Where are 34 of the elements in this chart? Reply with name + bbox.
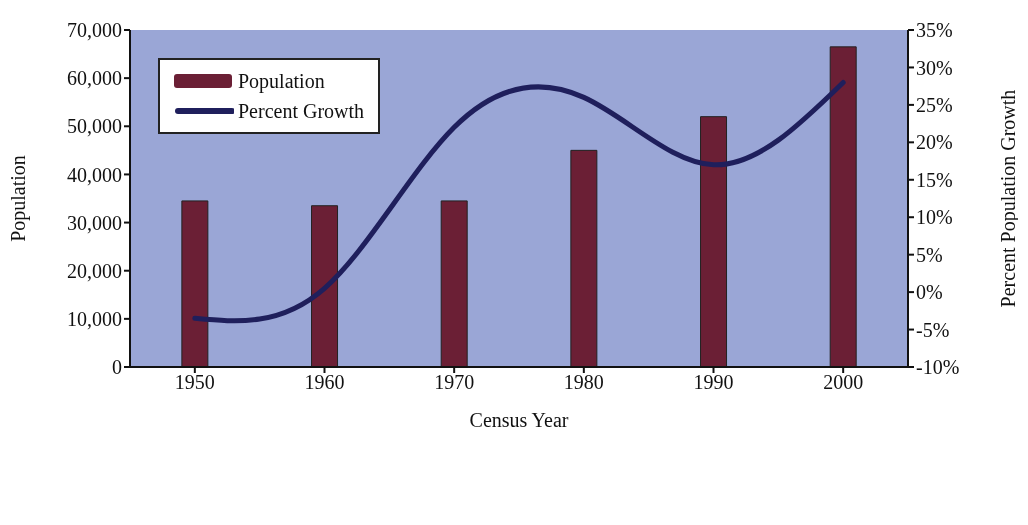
y-tick-label: 60,000 (67, 67, 122, 90)
y2-tick-label: 20% (916, 131, 953, 154)
y-tick-label: 20,000 (67, 259, 122, 282)
y2-tick-label: 15% (916, 168, 953, 191)
y-tick-label: 70,000 (67, 19, 122, 42)
bar (181, 200, 209, 367)
y2-tick-label: 25% (916, 93, 953, 116)
legend-label: Population (238, 69, 325, 93)
y2-tick-label: -5% (916, 318, 950, 341)
x-tick-label: 1970 (434, 371, 475, 394)
bar (311, 205, 339, 367)
y2-tick-label: 0% (916, 281, 943, 304)
x-tick-label: 2000 (823, 371, 864, 394)
legend-label: Percent Growth (238, 99, 365, 123)
y-axis-title: Population (7, 155, 31, 242)
y2-tick-label: 5% (916, 243, 943, 266)
x-tick-label: 1990 (693, 371, 734, 394)
y-tick-label: 30,000 (67, 211, 122, 234)
bar (700, 116, 728, 367)
bar (829, 46, 857, 367)
x-axis-title: Census Year (469, 409, 569, 431)
y-tick-label: 40,000 (67, 163, 122, 186)
y-tick-label: 10,000 (67, 307, 122, 330)
y2-tick-label: -10% (916, 356, 960, 379)
y-tick-label: 50,000 (67, 115, 122, 138)
y2-tick-label: 30% (916, 56, 953, 79)
y2-tick-label: 10% (916, 206, 953, 229)
x-tick-label: 1950 (174, 371, 215, 394)
y-tick-label: 0 (112, 356, 122, 379)
x-tick-label: 1980 (563, 371, 604, 394)
bar (440, 200, 468, 367)
bar (570, 149, 598, 367)
y2-tick-label: 35% (916, 19, 953, 42)
x-tick-label: 1960 (304, 371, 345, 394)
